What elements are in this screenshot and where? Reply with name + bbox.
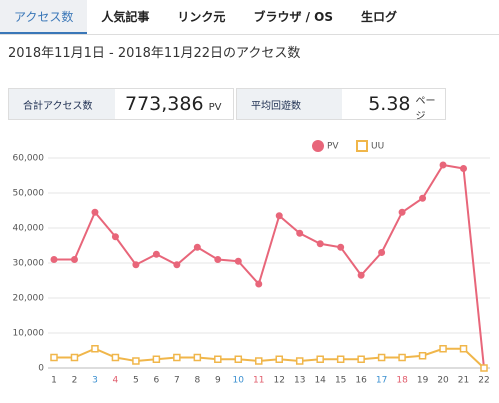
point (255, 357, 263, 365)
y-tick-label: 30,000 (13, 259, 45, 269)
tab[interactable]: ブラウザ / OS (253, 10, 334, 24)
stat-value: 773,386 (125, 93, 204, 115)
point (480, 364, 488, 372)
point (316, 355, 324, 363)
stat-label: 合計アクセス数 (9, 89, 115, 119)
series-line (54, 163, 485, 369)
x-tick-label: 17 (376, 376, 387, 386)
point (152, 250, 160, 258)
x-tick-label: 12 (274, 376, 285, 386)
stat-value: 5.38 (368, 93, 411, 115)
point (357, 355, 365, 363)
point (91, 345, 99, 353)
point (419, 194, 427, 202)
tab[interactable]: アクセス数 (0, 0, 88, 34)
point (50, 256, 58, 263)
x-tick-label: 3 (92, 376, 98, 386)
point (193, 353, 202, 362)
point (398, 208, 406, 216)
x-tick-label: 13 (294, 376, 305, 386)
point (152, 355, 161, 363)
y-tick-label: 40,000 (13, 224, 45, 234)
point (111, 233, 119, 241)
y-tick-label: 60,000 (13, 154, 45, 164)
tab-bar: アクセス数 人気記事 リンク元 ブラウザ / OS 生ログ (0, 0, 499, 35)
x-tick-label: 19 (417, 376, 429, 386)
point (336, 355, 345, 363)
legend-swatch (312, 140, 324, 152)
x-tick-label: 10 (233, 376, 245, 386)
point (460, 165, 468, 172)
x-tick-label: 15 (335, 376, 346, 386)
x-tick-label: 11 (253, 376, 264, 386)
x-tick-label: 1 (51, 376, 57, 386)
point (70, 353, 79, 362)
y-tick-label: 50,000 (13, 189, 45, 199)
x-tick-label: 21 (458, 376, 469, 386)
x-tick-label: 20 (437, 376, 449, 386)
point (357, 271, 365, 279)
point (439, 345, 447, 353)
x-tick-label: 16 (355, 376, 367, 386)
point (173, 261, 181, 269)
legend-swatch (356, 140, 368, 152)
point (275, 355, 283, 363)
x-tick-label: 14 (314, 376, 326, 386)
x-tick-label: 18 (396, 376, 408, 386)
point (337, 243, 345, 251)
x-tick-label: 4 (113, 376, 119, 386)
y-tick-label: 20,000 (13, 294, 45, 304)
x-tick-label: 2 (72, 376, 78, 386)
x-tick-label: 5 (133, 376, 139, 386)
y-tick-label: 0 (38, 364, 44, 374)
point (378, 249, 386, 256)
stat-label: 平均回遊数 (237, 89, 343, 119)
point (91, 208, 99, 216)
point (398, 353, 406, 362)
stat-unit: ページ (415, 96, 436, 122)
x-tick-label: 22 (478, 376, 489, 386)
point (255, 280, 263, 288)
point (459, 345, 468, 353)
point (275, 212, 283, 220)
point (234, 257, 242, 265)
point (316, 240, 324, 248)
stat-box: 平均回遊数 5.38 ページ (236, 88, 446, 122)
stat-unit: PV (208, 101, 222, 113)
point (132, 357, 140, 365)
tab[interactable]: 生ログ (361, 10, 398, 24)
y-tick-label: 10,000 (13, 329, 45, 339)
tab[interactable]: リンク元 (177, 10, 226, 24)
point (193, 243, 201, 251)
x-tick-label: 6 (154, 376, 160, 386)
point (439, 161, 447, 169)
point (377, 353, 386, 362)
legend-label: PV (327, 142, 339, 152)
stat-box: 合計アクセス数 773,386 PV (8, 88, 234, 120)
point (111, 353, 120, 362)
tab[interactable]: 人気記事 (101, 10, 150, 24)
point (70, 256, 78, 263)
date-range: 2018年11月1日 - 2018年11月22日のアクセス数 (8, 46, 301, 61)
point (214, 355, 222, 363)
point (50, 353, 58, 362)
x-tick-label: 8 (194, 376, 200, 386)
point (418, 352, 427, 360)
series-line (54, 347, 485, 369)
x-tick-label: 7 (174, 376, 180, 386)
x-tick-label: 9 (215, 376, 221, 386)
point (214, 256, 222, 263)
point (234, 355, 243, 363)
point (173, 353, 181, 362)
point (295, 357, 304, 365)
legend-label: UU (371, 142, 384, 152)
point (132, 261, 140, 269)
point (296, 229, 304, 237)
